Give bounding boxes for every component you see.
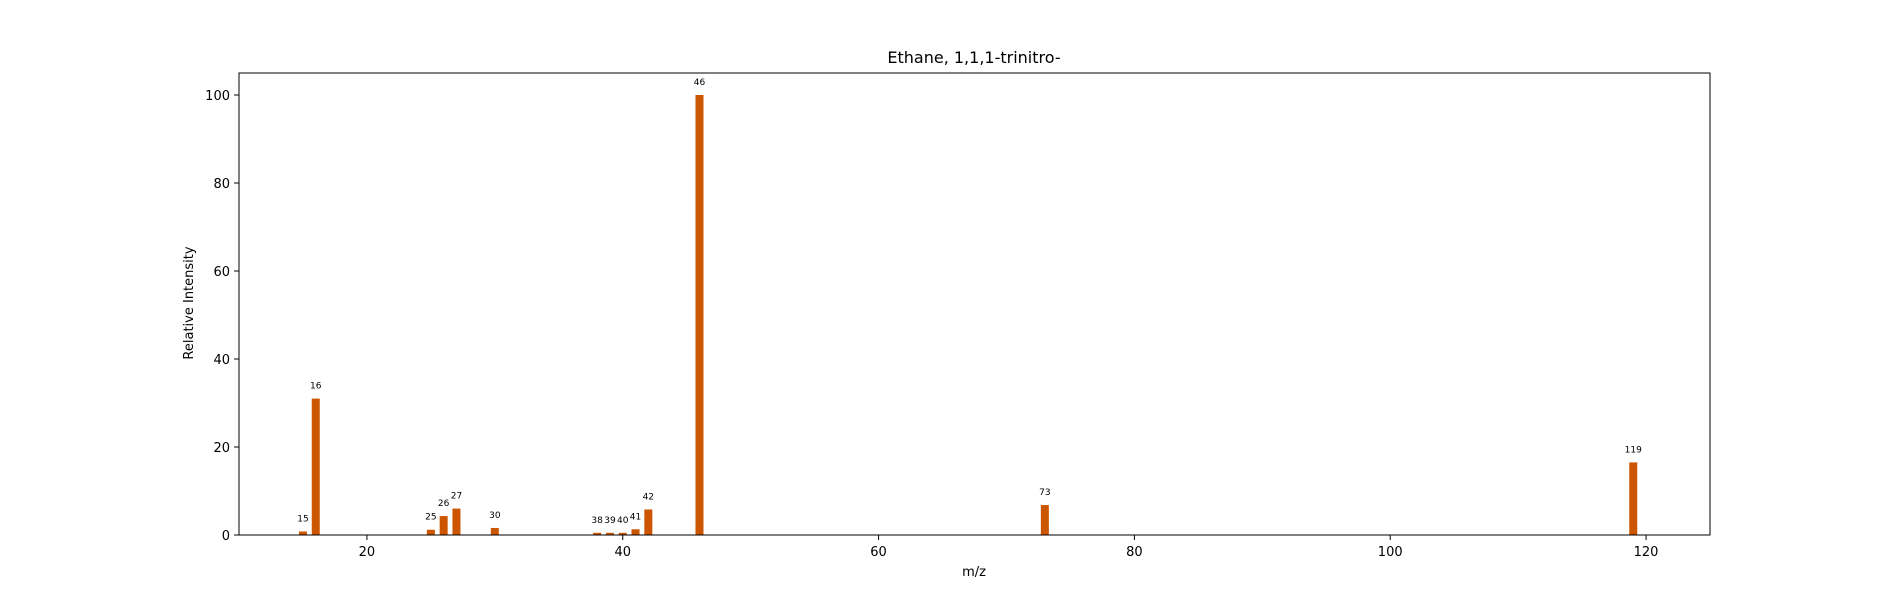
bar-mz-16 xyxy=(311,398,320,535)
x-tick-label-120: 120 xyxy=(1634,545,1659,560)
y-tick-label-100: 100 xyxy=(205,89,230,104)
x-tick-label-20: 20 xyxy=(359,545,376,560)
x-tick-label-40: 40 xyxy=(614,545,631,560)
chart-title: Ethane, 1,1,1-trinitro- xyxy=(887,48,1060,67)
y-tick-label-60: 60 xyxy=(213,265,230,280)
y-axis-label: Relative Intensity xyxy=(182,246,197,359)
y-tick-label-80: 80 xyxy=(213,177,230,192)
x-tick-label-100: 100 xyxy=(1378,545,1403,560)
bar-label-mz-40: 40 xyxy=(617,516,629,526)
bar-label-mz-41: 41 xyxy=(630,512,641,522)
plot-area-frame xyxy=(238,72,1711,536)
bar-mz-15 xyxy=(298,531,307,535)
y-tick-label-20: 20 xyxy=(213,441,230,456)
x-axis-label: m/z xyxy=(962,565,986,580)
bar-label-mz-46: 46 xyxy=(694,78,706,88)
bar-label-mz-15: 15 xyxy=(297,514,308,524)
bar-mz-25 xyxy=(426,529,435,535)
bar-mz-40 xyxy=(618,532,627,535)
bar-label-mz-16: 16 xyxy=(310,382,322,392)
bar-label-mz-26: 26 xyxy=(438,499,450,509)
bar-mz-27 xyxy=(452,508,461,535)
bar-label-mz-27: 27 xyxy=(451,492,462,502)
x-tick-label-80: 80 xyxy=(1126,545,1143,560)
bar-mz-73 xyxy=(1040,505,1049,535)
bar-mz-41 xyxy=(631,529,640,535)
bars-layer xyxy=(298,95,1638,535)
bar-label-mz-73: 73 xyxy=(1039,488,1050,498)
bar-mz-30 xyxy=(490,527,499,535)
bar-mz-26 xyxy=(439,516,448,535)
bar-label-mz-39: 39 xyxy=(604,516,616,526)
bar-label-mz-38: 38 xyxy=(591,516,603,526)
y-tick-label-40: 40 xyxy=(213,353,230,368)
x-axis-ticks: 20 40 60 80 100 120 xyxy=(359,535,1659,560)
bar-mz-46 xyxy=(695,95,704,535)
y-axis-ticks: 0 20 40 60 80 100 xyxy=(205,89,239,544)
bar-label-mz-42: 42 xyxy=(643,492,654,502)
x-tick-label-60: 60 xyxy=(870,545,887,560)
y-tick-label-0: 0 xyxy=(222,529,230,544)
bar-label-mz-25: 25 xyxy=(425,513,436,523)
bar-mz-38 xyxy=(593,532,602,535)
bar-label-mz-30: 30 xyxy=(489,511,501,521)
bar-mz-119 xyxy=(1629,462,1638,535)
bar-mz-42 xyxy=(644,509,653,535)
bar-label-mz-119: 119 xyxy=(1625,445,1642,455)
bar-mz-39 xyxy=(605,532,614,535)
